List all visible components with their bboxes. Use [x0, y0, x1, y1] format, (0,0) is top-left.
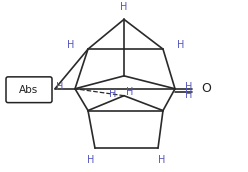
Text: H: H	[87, 155, 95, 165]
Text: H: H	[120, 2, 128, 12]
Text: H: H	[109, 89, 116, 99]
Text: H: H	[177, 40, 184, 50]
FancyBboxPatch shape	[6, 77, 52, 103]
Text: O: O	[201, 82, 211, 95]
Text: H: H	[126, 87, 133, 97]
Text: Abs: Abs	[19, 85, 39, 95]
Text: H: H	[185, 90, 192, 100]
Text: H: H	[158, 155, 166, 165]
Text: H: H	[185, 82, 192, 92]
Text: H: H	[56, 82, 63, 92]
Text: H: H	[67, 40, 74, 50]
